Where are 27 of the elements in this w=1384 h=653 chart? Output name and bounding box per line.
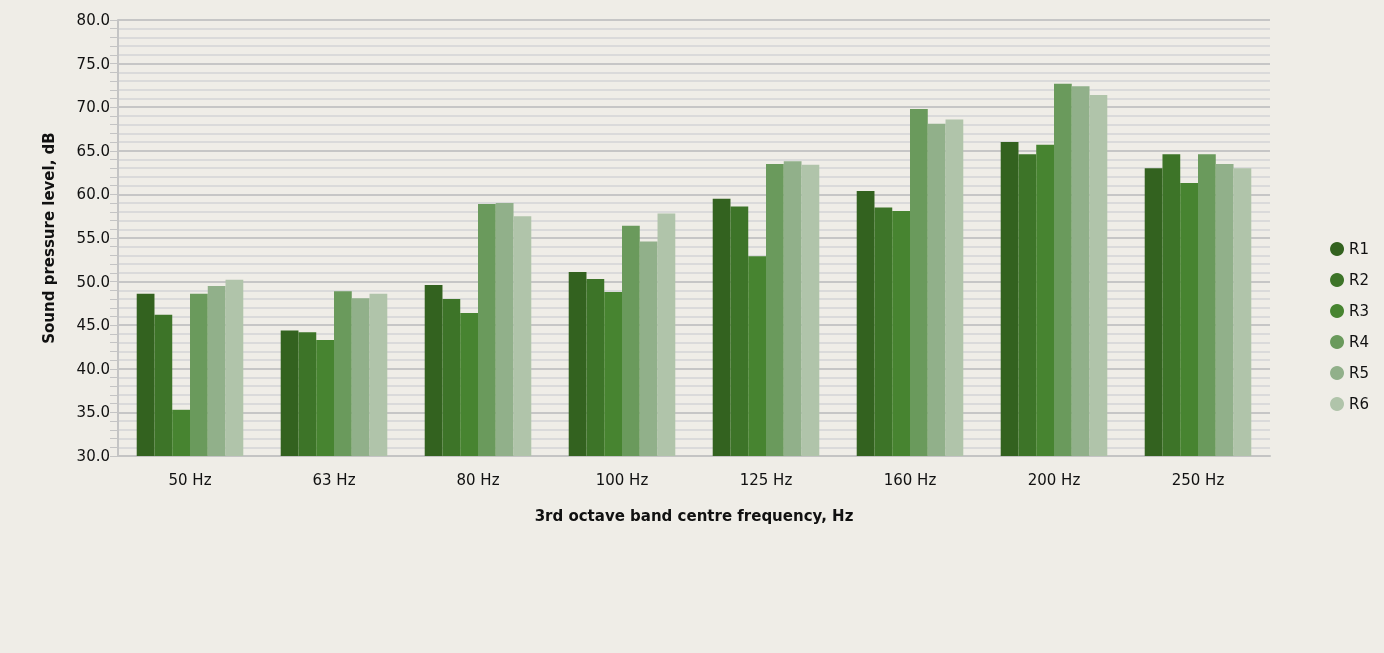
- y-tick-label: 70.0: [76, 98, 110, 117]
- y-tick-label: 40.0: [76, 359, 110, 378]
- x-tick-label: 100 Hz: [595, 470, 649, 489]
- legend-label: R4: [1349, 333, 1369, 351]
- x-axis-title: 3rd octave band centre frequency, Hz: [534, 506, 854, 525]
- x-tick-label: 160 Hz: [883, 470, 937, 489]
- x-tick-label: 50 Hz: [168, 470, 212, 489]
- y-tick-label: 50.0: [76, 272, 110, 291]
- y-tick-label: 75.0: [76, 54, 110, 73]
- y-axis-title: Sound pressure level, dB: [39, 132, 58, 344]
- x-tick-label: 200 Hz: [1027, 470, 1081, 489]
- x-tick-label: 125 Hz: [739, 470, 793, 489]
- y-tick-label: 55.0: [76, 229, 110, 247]
- y-tick-label: 35.0: [76, 403, 110, 422]
- legend-label: R3: [1349, 302, 1369, 320]
- y-tick-label: 45.0: [76, 316, 110, 335]
- y-tick-label: 65.0: [76, 141, 110, 160]
- y-tick-label: 60.0: [76, 185, 110, 204]
- legend-label: R1: [1349, 240, 1369, 258]
- legend-label: R2: [1349, 271, 1369, 289]
- x-tick-label: 80 Hz: [456, 470, 500, 489]
- legend-label: R6: [1349, 395, 1369, 413]
- x-tick-label: 63 Hz: [312, 470, 356, 489]
- legend-label: R5: [1349, 364, 1369, 382]
- y-tick-label: 30.0: [76, 447, 110, 465]
- y-tick-label: 80.0: [76, 11, 110, 29]
- x-tick-label: 250 Hz: [1171, 470, 1225, 489]
